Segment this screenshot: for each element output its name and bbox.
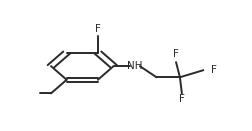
Text: F: F — [211, 65, 217, 75]
Text: F: F — [179, 94, 185, 104]
Text: F: F — [95, 24, 101, 34]
Text: NH: NH — [127, 61, 143, 71]
Text: F: F — [173, 49, 179, 59]
